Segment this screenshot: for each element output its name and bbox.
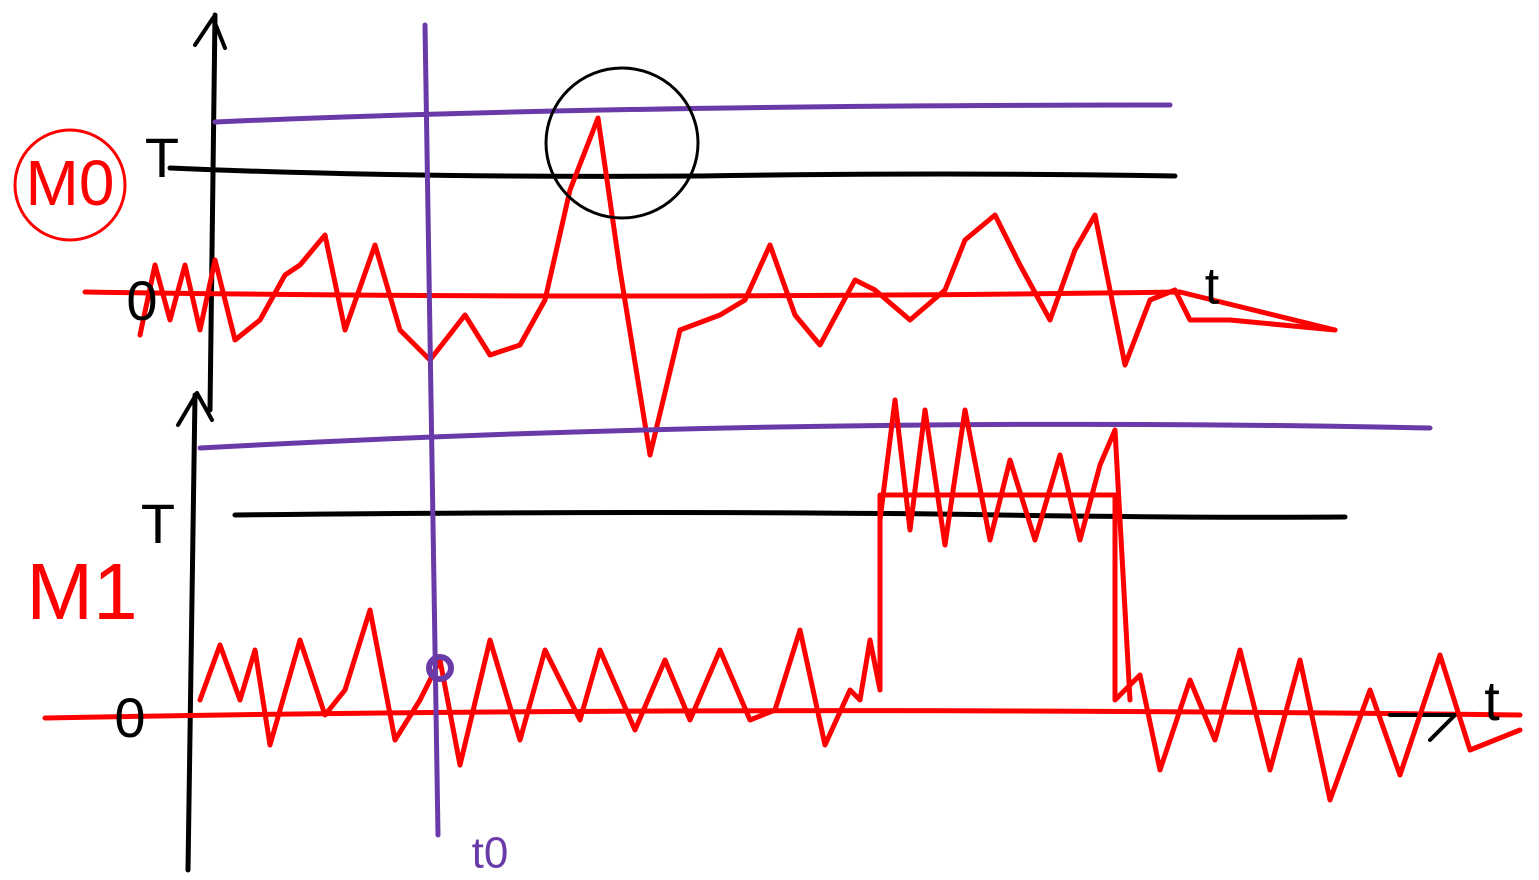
- threshold-line: [167, 165, 1178, 179]
- upper-limit-line: [212, 102, 1173, 125]
- marker-line: [422, 22, 441, 838]
- signal-m0: [137, 115, 1338, 458]
- upper-limit-line: [197, 421, 1433, 451]
- axis-arrow: [1388, 713, 1457, 742]
- threshold-label: T: [141, 492, 175, 555]
- zero-label: 0: [126, 269, 157, 332]
- highlight-circle: [544, 66, 700, 220]
- axis-label: t: [1484, 669, 1500, 732]
- y-axis: [185, 392, 198, 873]
- panel-label: M0: [26, 147, 115, 219]
- panel-label: M1: [26, 547, 137, 636]
- marker-label: t0: [472, 829, 509, 878]
- threshold-label: T: [145, 126, 179, 189]
- label-circle: [13, 128, 127, 242]
- marker-point: [426, 654, 454, 682]
- zero-label: 0: [114, 686, 145, 749]
- y-axis: [207, 12, 218, 413]
- zero-line: [42, 708, 1523, 721]
- axis-arrow: [176, 391, 214, 427]
- signal-m1: [197, 492, 1523, 803]
- axis-arrow: [193, 16, 227, 50]
- signal-m1-burst: [877, 397, 1133, 703]
- threshold-line: [232, 510, 1348, 520]
- zero-line: [82, 289, 1338, 333]
- axis-label: t: [1205, 258, 1220, 316]
